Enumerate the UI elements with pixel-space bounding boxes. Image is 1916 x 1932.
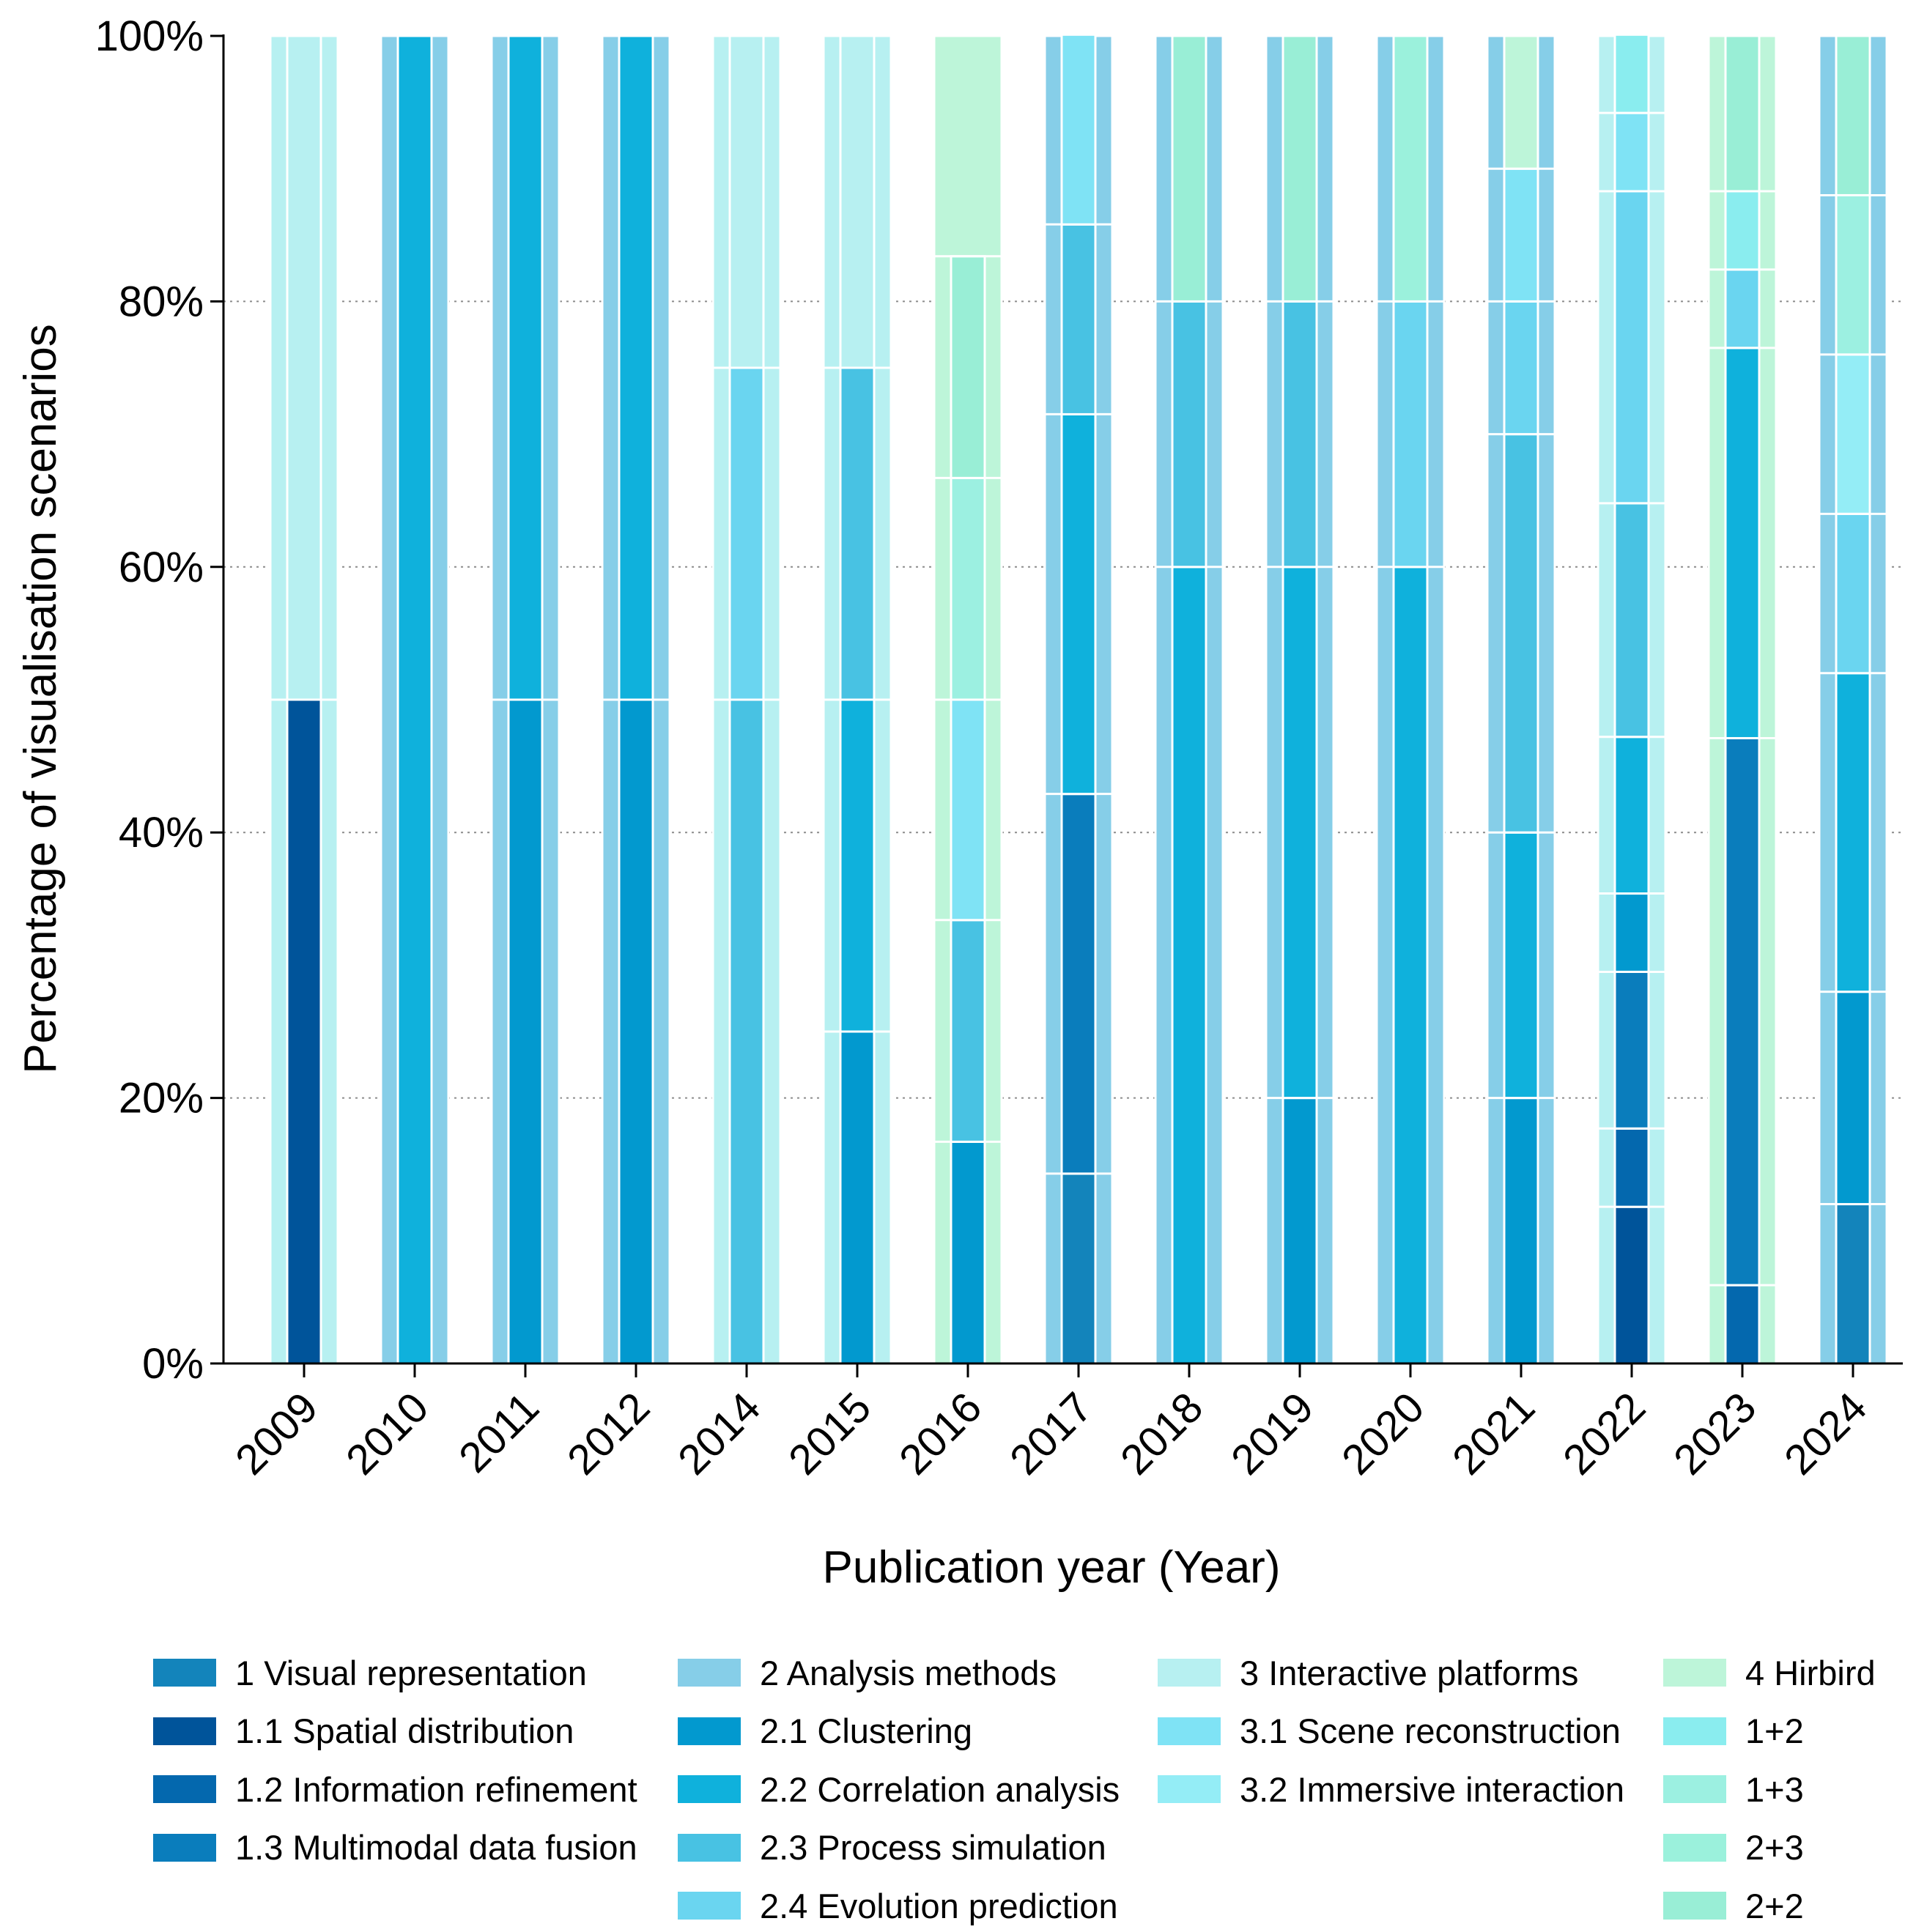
bar-segment xyxy=(1392,34,1429,303)
bar-segment xyxy=(1060,223,1097,415)
y-tick-label: 60% xyxy=(119,544,204,591)
bar-segment xyxy=(1392,566,1429,1365)
bar-segment xyxy=(1835,193,1871,356)
x-tick-label: 2021 xyxy=(1443,1383,1544,1484)
x-tick-label: 2011 xyxy=(450,1383,548,1481)
bar-segment xyxy=(1613,1205,1650,1365)
bar-segment xyxy=(1171,566,1207,1365)
bar-segment xyxy=(507,34,544,701)
x-tick-label: 2010 xyxy=(337,1383,437,1484)
bar-segment xyxy=(728,698,765,1365)
bar-segment xyxy=(1060,412,1097,796)
bar-segment xyxy=(1613,190,1650,505)
bar-segment xyxy=(839,34,876,369)
bar-segment xyxy=(396,34,433,1365)
x-tick-label: 2014 xyxy=(669,1383,769,1484)
x-tick-label: 2015 xyxy=(780,1383,880,1484)
y-tick-label: 40% xyxy=(119,809,204,856)
bar-segment xyxy=(1724,34,1761,193)
bar-segment xyxy=(950,255,986,479)
y-axis-label: Percentage of visualisation scenarios xyxy=(15,324,66,1074)
x-axis-label: Publication year (Year) xyxy=(823,1542,1281,1593)
bar-segment xyxy=(1724,737,1761,1287)
bar-segment xyxy=(1281,300,1318,569)
x-tick-label: 2018 xyxy=(1111,1383,1212,1484)
x-tick-label: 2009 xyxy=(226,1383,327,1484)
bar-segment xyxy=(1171,300,1207,569)
bar-segment xyxy=(950,1140,986,1365)
bar-segment xyxy=(728,34,765,369)
bar-segment xyxy=(1835,991,1871,1206)
x-tick-label: 2024 xyxy=(1775,1383,1876,1484)
bar-segment xyxy=(1835,512,1871,675)
bar-segment xyxy=(950,919,986,1143)
bar-segment xyxy=(950,476,986,701)
bar-segment xyxy=(286,34,322,701)
bar-segment xyxy=(1281,34,1318,303)
bar-segment xyxy=(1613,970,1650,1130)
x-tick-label: 2023 xyxy=(1665,1383,1765,1484)
bar-segment xyxy=(1835,1203,1871,1365)
bar-segment xyxy=(1503,167,1539,303)
bar-segment xyxy=(1392,300,1429,569)
bar-segment xyxy=(839,698,876,1033)
bar-segment xyxy=(1613,1127,1650,1208)
bar-segment xyxy=(728,366,765,701)
bar-segment xyxy=(1724,190,1761,271)
bar-segment xyxy=(1060,793,1097,1175)
y-tick-label: 0% xyxy=(142,1340,204,1388)
bar-segment xyxy=(950,698,986,922)
bar-segment xyxy=(1503,831,1539,1100)
bars xyxy=(269,33,1888,1365)
bar-segment xyxy=(1503,34,1539,170)
bar-segment xyxy=(1724,1284,1761,1365)
bar-segment xyxy=(1613,33,1650,114)
bar-segment xyxy=(1835,353,1871,515)
y-tick-label: 20% xyxy=(119,1075,204,1122)
bar-segment xyxy=(1281,1097,1318,1365)
bar-segment xyxy=(1503,433,1539,834)
y-tick-label: 80% xyxy=(119,278,204,325)
bar-segment xyxy=(1613,111,1650,193)
bar-segment xyxy=(1835,34,1871,196)
y-tick-label: 100% xyxy=(95,12,204,60)
x-tick-label: 2022 xyxy=(1554,1383,1654,1484)
bar-segment xyxy=(1281,566,1318,1100)
x-tick-label: 2016 xyxy=(890,1383,991,1484)
bar-segment xyxy=(1060,33,1097,226)
bar-segment xyxy=(507,698,544,1365)
axes xyxy=(222,34,1903,1365)
x-tick-label: 2020 xyxy=(1333,1383,1433,1484)
bar-segment xyxy=(1724,347,1761,740)
bar-segment xyxy=(1613,502,1650,739)
bar-segment xyxy=(1171,34,1207,303)
bar-segment xyxy=(1060,1172,1097,1365)
y-ticks: 0% 20% 40% 60% 80% 100% xyxy=(95,12,223,1388)
x-tick-label: 2017 xyxy=(1001,1383,1101,1484)
bar-segment xyxy=(839,1030,876,1365)
bar-segment xyxy=(1835,672,1871,993)
bar-segment xyxy=(286,698,322,1365)
bar-segment xyxy=(1503,1097,1539,1365)
bar-segment xyxy=(839,366,876,701)
x-tick-label: 2019 xyxy=(1222,1383,1323,1484)
bar-segment xyxy=(1724,268,1761,349)
x-tick-label: 2012 xyxy=(558,1383,659,1484)
bar-segment xyxy=(618,698,654,1365)
bar-segment xyxy=(1613,736,1650,895)
bar-segment xyxy=(1503,300,1539,436)
x-ticks: 2009 2010 2011 2012 2014 2015 2016 2017 2018 2019… xyxy=(226,1363,1876,1484)
bar-segment xyxy=(1613,892,1650,973)
bar-segment xyxy=(618,34,654,701)
